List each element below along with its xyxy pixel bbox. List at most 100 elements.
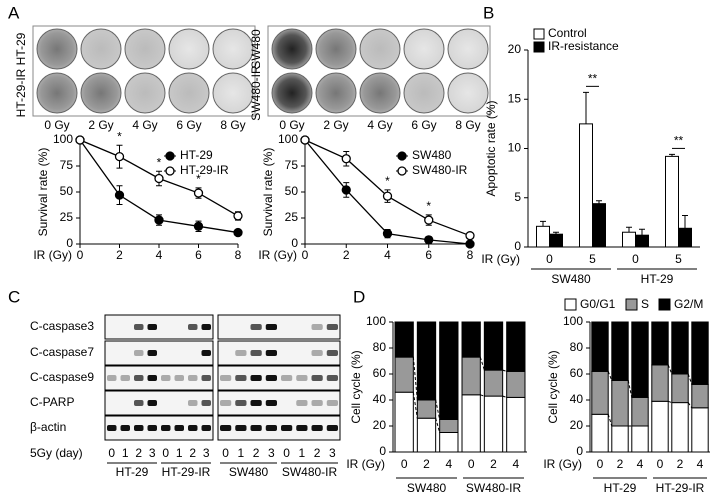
y-tick-label: 100: [563, 314, 583, 328]
cell-line-label: HT-29-IR: [14, 68, 28, 117]
lane-label: 0: [162, 446, 169, 460]
marker: [114, 190, 125, 200]
x-axis-title: IR (Gy): [543, 457, 582, 471]
blot-band: [220, 375, 232, 381]
blot-band: [265, 324, 277, 330]
y-tick-label: 50: [285, 184, 299, 198]
x-tick-label: 2: [423, 457, 430, 471]
bar-segment: [394, 356, 414, 393]
bar-segment: [591, 321, 609, 372]
blot-band: [296, 375, 308, 381]
panel-label: D: [353, 287, 365, 306]
blot-band: [250, 324, 262, 330]
trend-line: [687, 373, 693, 385]
blot-frame: [104, 340, 214, 366]
lane-label: 2: [253, 446, 260, 460]
blot-band: [326, 375, 338, 381]
colony-plate: [212, 28, 254, 70]
bar-segment: [651, 321, 669, 366]
lane-label: 0: [108, 446, 115, 460]
lane-label: 1: [176, 446, 183, 460]
y-tick-label: 25: [60, 210, 74, 224]
x-tick-label: 2: [677, 457, 684, 471]
x-tick-label: 5: [589, 252, 596, 266]
cell-line-label: SW480-IR: [249, 65, 263, 121]
bar-segment: [394, 321, 414, 358]
y-tick-label: 20: [373, 418, 387, 432]
colony-plate: [271, 28, 313, 70]
x-tick-label: 0: [546, 252, 553, 266]
x-tick-label: 2: [617, 457, 624, 471]
trend-line: [607, 414, 613, 427]
group-label: SW480: [551, 272, 591, 286]
bar-segment: [591, 370, 609, 415]
dose-label: 0 Gy: [44, 118, 69, 132]
x-axis-title: IR (Gy): [258, 248, 297, 262]
y-tick-label: 0: [514, 239, 521, 253]
bar: [678, 227, 692, 248]
colony-plate: [315, 72, 357, 114]
bar-segment: [461, 321, 481, 358]
y-tick-label: 5: [514, 190, 521, 204]
colony-plate: [80, 72, 122, 114]
trend-line: [667, 364, 673, 375]
y-tick-label: 20: [570, 418, 584, 432]
significance: **: [674, 134, 684, 148]
blot-band: [147, 375, 157, 381]
bar-segment: [461, 394, 481, 453]
blot-band: [147, 324, 157, 330]
panel-label: B: [483, 3, 494, 22]
bar-segment: [506, 370, 526, 398]
colony-plate: [168, 28, 210, 70]
y-tick-label: 75: [60, 158, 74, 172]
blot-band: [311, 425, 323, 431]
lane-label: 1: [299, 446, 306, 460]
bar: [579, 123, 593, 248]
blot-band: [161, 425, 171, 431]
blot-band: [174, 375, 184, 381]
trend-line: [412, 357, 418, 401]
error-bar: [639, 228, 645, 236]
y-axis-title: Apoptotic rate (%): [484, 100, 498, 196]
group-label: HT-29-IR: [162, 465, 211, 479]
legend-marker: [165, 151, 175, 161]
y-tick-label: 75: [285, 158, 299, 172]
legend-label: G0/G1: [580, 297, 616, 311]
bar-segment: [671, 321, 689, 375]
trend-line: [607, 371, 613, 381]
legend-label: IR-resistance: [548, 39, 619, 53]
blot-band: [311, 324, 323, 330]
marker: [424, 215, 434, 225]
blot-row-label: C-PARP: [30, 395, 74, 409]
bar-segment: [461, 356, 481, 396]
marker: [465, 231, 475, 241]
y-tick-label: 0: [66, 236, 73, 250]
colony-plate: [36, 28, 78, 70]
trend-line: [435, 399, 441, 420]
trend-line: [627, 380, 633, 398]
blot-band: [161, 375, 171, 381]
blot-row-label: C-caspase7: [30, 345, 94, 359]
blot-band: [311, 375, 323, 381]
blot-band: [147, 350, 157, 356]
bar-segment: [439, 321, 459, 420]
bar-segment: [416, 399, 437, 419]
blot-band: [201, 324, 211, 330]
blot-band: [134, 350, 144, 356]
x-tick-label: 2: [343, 248, 350, 262]
bar-segment: [671, 402, 689, 453]
blot-band: [265, 350, 277, 356]
marker: [382, 228, 393, 239]
colony-plate: [36, 72, 78, 114]
colony-plate: [168, 72, 210, 114]
blot-band: [311, 400, 323, 406]
bar-segment: [506, 396, 526, 453]
blot-band: [134, 324, 144, 330]
significance: *: [196, 172, 201, 186]
lane-label: 2: [314, 446, 321, 460]
marker: [341, 154, 351, 164]
lane-label: 1: [238, 446, 245, 460]
blot-band: [147, 400, 157, 406]
x-tick-label: 0: [77, 248, 84, 262]
